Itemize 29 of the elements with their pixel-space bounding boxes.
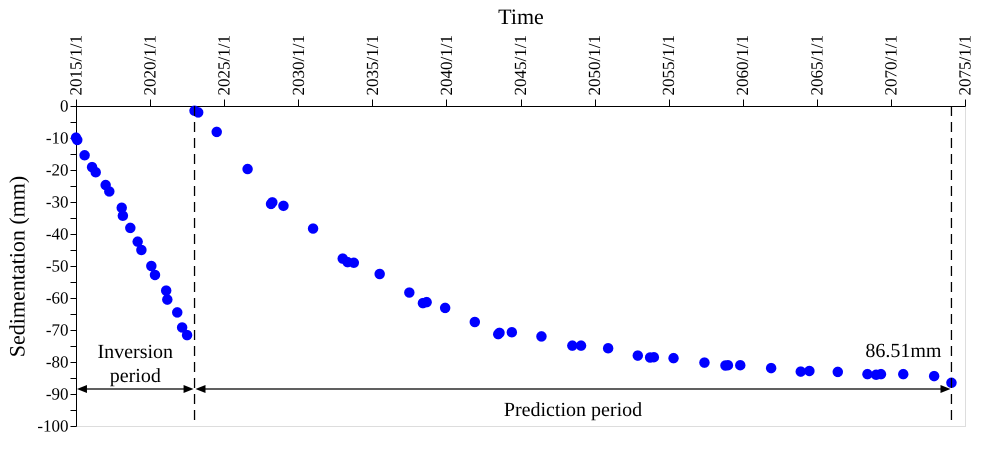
- y-tick-label: -30: [46, 192, 68, 212]
- x-tick-label: 2015/1/1: [66, 35, 86, 96]
- y-axis-title: Sedimentation (mm): [4, 176, 30, 358]
- y-tick-label: -60: [46, 288, 68, 308]
- y-tick-label: 0: [60, 96, 68, 116]
- x-tick-label: 2040/1/1: [436, 35, 456, 96]
- y-tick-label: -40: [46, 224, 68, 244]
- y-tick-label: -80: [46, 352, 68, 372]
- x-tick-label: 2055/1/1: [659, 35, 678, 96]
- x-tick-label: 2025/1/1: [214, 35, 234, 96]
- x-tick-label: 2070/1/1: [881, 35, 900, 96]
- y-tick-label: -50: [46, 256, 68, 276]
- annotation: 86.51mm: [865, 340, 942, 362]
- y-tick-label: -20: [46, 160, 68, 180]
- y-tick-label: -10: [46, 128, 68, 148]
- y-tick-label: -70: [46, 320, 68, 340]
- y-tick-label: -90: [46, 384, 68, 404]
- x-tick-label: 2050/1/1: [585, 35, 604, 96]
- x-tick-label: 2060/1/1: [733, 35, 752, 96]
- annotation: Prediction period: [504, 399, 642, 421]
- x-tick-label: 2065/1/1: [807, 35, 826, 96]
- x-tick-label: 2075/1/1: [956, 35, 974, 96]
- x-tick-label: 2035/1/1: [362, 35, 382, 96]
- x-tick-label: 2020/1/1: [140, 35, 160, 96]
- annotation: Inversion period: [97, 341, 174, 387]
- x-tick-label: 2030/1/1: [288, 35, 308, 96]
- x-axis-title: Time: [498, 4, 544, 30]
- x-tick-label: 2045/1/1: [511, 35, 530, 96]
- y-tick-label: -100: [37, 416, 68, 436]
